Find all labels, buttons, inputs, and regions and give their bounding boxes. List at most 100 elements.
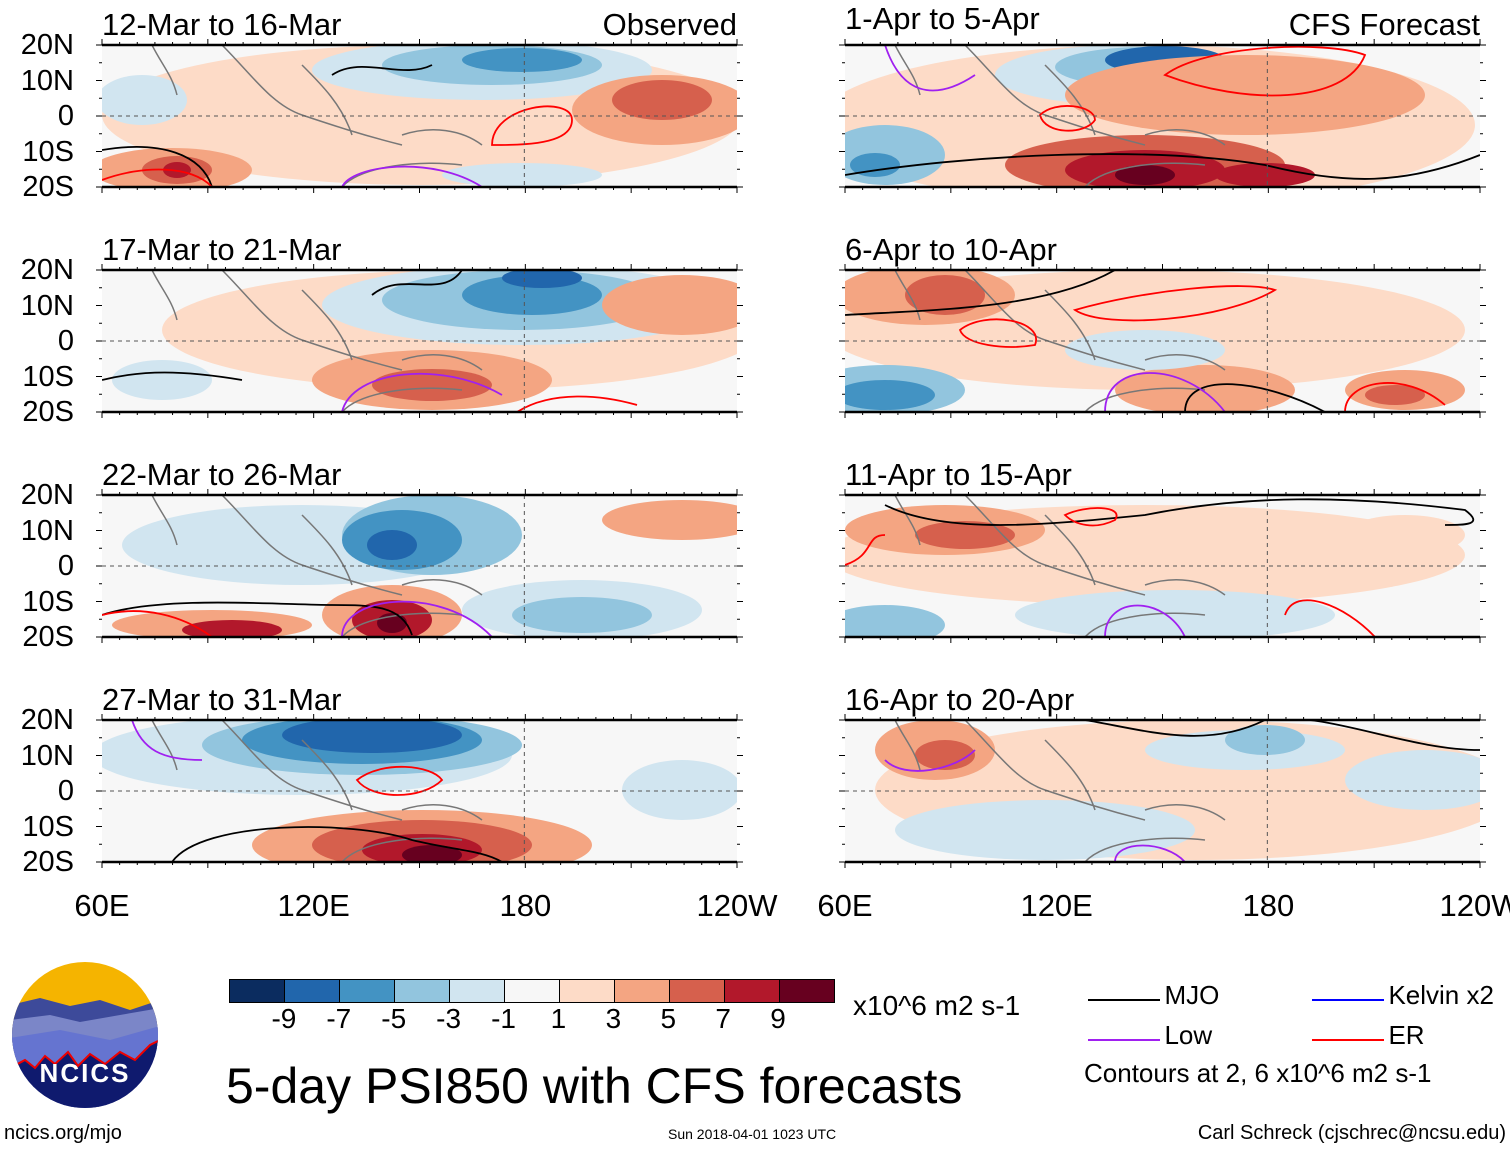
legend-kelvin: Kelvin x2 — [1312, 980, 1494, 1011]
legend-er: ER — [1312, 1020, 1425, 1051]
coastline — [151, 720, 483, 862]
contour-low — [1104, 604, 1186, 637]
panel-title: 27-Mar to 31-Mar — [102, 682, 342, 717]
field-anomaly — [1225, 725, 1305, 755]
field-anomaly — [1115, 165, 1175, 185]
contour-er — [1163, 45, 1367, 97]
contour-er — [1284, 599, 1376, 637]
panel-tag: Observed — [602, 7, 737, 42]
panel-title: 17-Mar to 21-Mar — [102, 232, 342, 267]
field-anomaly — [462, 48, 582, 72]
field-anomaly — [612, 80, 712, 120]
lat-label: 10N — [20, 514, 74, 547]
colorbar-bin — [559, 980, 614, 1002]
coastline — [894, 495, 1226, 637]
coastline — [151, 495, 483, 637]
colorbar-bin — [284, 980, 339, 1002]
lat-label: 0 — [57, 550, 74, 582]
field-anomaly — [372, 369, 492, 401]
colorbar-tick-label: 5 — [660, 1003, 677, 1034]
field-anomaly — [1015, 275, 1335, 325]
colorbar-bin — [504, 980, 559, 1002]
lat-label: 10S — [22, 360, 74, 393]
field-anomaly — [845, 380, 935, 410]
lat-label: 10S — [22, 585, 74, 618]
lon-label: 60E — [74, 888, 130, 923]
contour-low — [341, 600, 493, 637]
map-panel — [96, 264, 743, 418]
colorbar-tick-label: -1 — [491, 1003, 516, 1034]
map-panel — [96, 714, 743, 868]
lat-label: 20S — [22, 396, 74, 428]
colorbar-bin — [230, 980, 284, 1002]
lat-label: 20N — [20, 479, 74, 511]
lat-label: 20N — [20, 29, 74, 61]
colorbar-bin — [779, 980, 834, 1002]
field-anomaly — [602, 500, 737, 540]
map-panel — [839, 714, 1486, 868]
contour-mjo — [102, 601, 413, 636]
svg-text:NCICS: NCICS — [40, 1058, 131, 1088]
contour-er — [102, 610, 213, 637]
contour-low — [1114, 844, 1186, 862]
field-anomaly — [850, 153, 900, 177]
field-anomaly — [502, 270, 582, 288]
colorbar-bin — [614, 980, 669, 1002]
contour-mjo — [845, 270, 1116, 316]
contour-mjo — [171, 826, 503, 862]
field-anomaly — [915, 521, 1015, 549]
field-anomaly — [1215, 163, 1315, 187]
lat-label: 0 — [57, 325, 74, 357]
contour-er — [355, 765, 444, 796]
lat-label: 0 — [57, 775, 74, 807]
contour-mjo — [331, 64, 433, 76]
colorbar-tick-label: -3 — [436, 1003, 462, 1034]
lat-label: 10N — [20, 64, 74, 97]
map-panel — [96, 489, 743, 643]
contour-mjo — [1084, 720, 1480, 751]
colorbar-tick-label: -9 — [271, 1003, 297, 1034]
colorbar-tick-label: 1 — [550, 1003, 567, 1034]
lon-label: 180 — [1242, 888, 1295, 923]
map-panel — [839, 39, 1486, 193]
contour-mjo — [102, 371, 243, 381]
contour-low — [884, 749, 976, 772]
contour-er — [845, 534, 886, 566]
panel-title: 12-Mar to 16-Mar — [102, 7, 342, 42]
panel-title: 6-Apr to 10-Apr — [845, 232, 1057, 267]
field-anomaly — [1015, 590, 1335, 637]
lat-label: 20S — [22, 621, 74, 653]
field-anomaly — [442, 163, 602, 187]
colorbar-tick-label: -7 — [326, 1003, 352, 1034]
colorbar-bin — [724, 980, 779, 1002]
contour-mjo — [102, 146, 213, 187]
lat-label: 20S — [22, 846, 74, 878]
contour-mjo — [1184, 383, 1326, 412]
lat-label: 10S — [22, 135, 74, 168]
timestamp: Sun 2018-04-01 1023 UTC — [668, 1126, 837, 1142]
colorbar-units: x10^6 m2 s-1 — [853, 990, 1021, 1021]
site-url[interactable]: ncics.org/mjo — [4, 1122, 122, 1144]
field-anomaly — [282, 720, 462, 753]
field-anomaly — [622, 760, 737, 820]
colorbar-tick-label: 3 — [605, 1003, 622, 1034]
field-anomaly — [1065, 55, 1425, 135]
colorbar-tick-label: 7 — [715, 1003, 731, 1034]
field-anomaly — [112, 360, 212, 400]
field-anomaly — [602, 275, 737, 335]
field-anomaly — [1345, 750, 1480, 810]
field-anomaly — [367, 530, 417, 560]
lon-label: 180 — [499, 888, 552, 923]
map-panel — [839, 264, 1486, 418]
lat-label: 20N — [20, 254, 74, 286]
contour-low — [341, 372, 503, 412]
colorbar — [229, 979, 835, 1003]
lon-label: 60E — [817, 888, 873, 923]
lon-label: 120E — [1020, 888, 1093, 923]
credit: Carl Schreck (cjschrec@ncsu.edu) — [1197, 1122, 1506, 1144]
field-anomaly — [512, 597, 652, 633]
lon-label: 120W — [1439, 888, 1510, 923]
legend-mjo: MJO — [1088, 980, 1219, 1011]
colorbar-bin — [669, 980, 724, 1002]
coastline — [894, 45, 1226, 187]
